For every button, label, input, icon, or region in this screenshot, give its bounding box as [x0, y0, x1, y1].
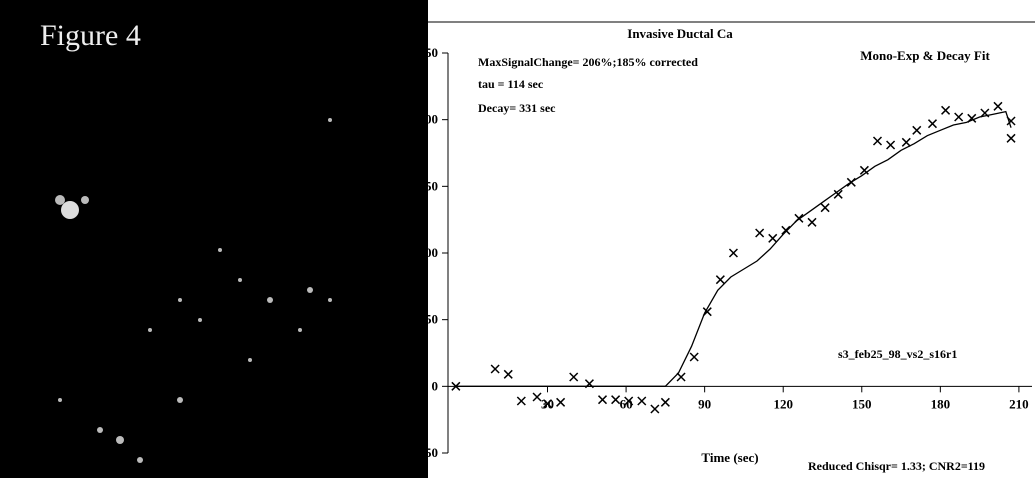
annotation: MaxSignalChange= 206%;185% corrected — [478, 55, 698, 69]
y-tick-label: 100 — [419, 245, 439, 260]
chart-title: Invasive Ductal Ca — [627, 26, 733, 41]
data-point — [569, 372, 579, 382]
data-point — [490, 364, 500, 374]
data-point — [820, 203, 830, 213]
data-point — [597, 395, 608, 405]
y-tick-label: 250 — [419, 45, 439, 60]
data-point — [781, 225, 791, 235]
data-point — [542, 399, 553, 409]
y-tick-label: 150 — [419, 178, 439, 193]
data-point — [886, 140, 896, 150]
data-point — [807, 217, 817, 227]
annotation: Reduced Chisqr= 1.33; CNR2=119 — [808, 459, 985, 473]
data-point — [637, 396, 647, 406]
x-tick-label: 180 — [931, 396, 951, 411]
data-point — [676, 372, 686, 382]
y-tick-label: 200 — [419, 112, 439, 127]
x-tick-label: 150 — [852, 396, 872, 411]
annotation: Decay= 331 sec — [478, 101, 556, 115]
chart-subtitle: Mono-Exp & Decay Fit — [860, 48, 990, 63]
data-point — [689, 352, 699, 362]
data-point — [859, 165, 869, 175]
data-point — [912, 125, 922, 135]
y-tick-label: 0 — [432, 378, 439, 393]
data-point — [1006, 133, 1016, 143]
data-point — [516, 396, 526, 406]
x-tick-label: 90 — [698, 396, 711, 411]
y-tick-label: 50 — [425, 312, 438, 327]
data-point — [715, 275, 725, 285]
data-point — [833, 189, 843, 199]
figure-label: Figure 4 — [40, 19, 141, 52]
y-axis-label: Signal Change (%) — [402, 200, 417, 305]
data-point — [532, 392, 542, 402]
annotation: s3_feb25_98_vs2_s16r1 — [838, 347, 957, 361]
y-tick-label: -50 — [421, 445, 438, 460]
data-point — [650, 404, 660, 414]
x-tick-label: 120 — [773, 396, 793, 411]
data-point — [927, 119, 938, 129]
data-point — [768, 233, 778, 243]
fit-line — [455, 110, 1012, 387]
x-axis-label: Time (sec) — [701, 450, 758, 465]
annotation: tau = 114 sec — [478, 77, 544, 91]
data-point — [872, 136, 883, 146]
x-tick-label: 210 — [1009, 396, 1029, 411]
data-point — [611, 395, 621, 405]
mri-texture — [55, 118, 332, 463]
data-point — [728, 248, 738, 258]
data-point — [503, 369, 513, 379]
data-point — [660, 397, 670, 407]
data-point — [993, 101, 1003, 111]
data-point — [624, 396, 634, 406]
data-point — [901, 137, 911, 147]
data-point — [755, 228, 765, 238]
data-point — [556, 397, 566, 407]
mri-image — [0, 0, 428, 478]
data-point — [941, 105, 951, 115]
data-point — [954, 112, 964, 122]
